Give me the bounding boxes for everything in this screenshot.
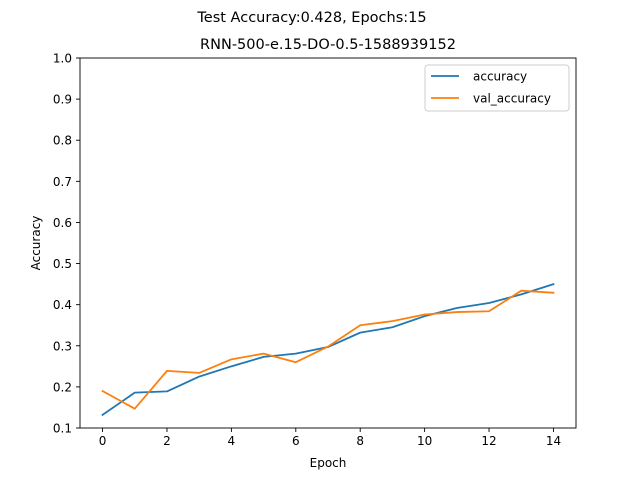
x-tick-label: 0: [99, 434, 107, 448]
x-tick-label: 10: [417, 434, 432, 448]
legend-label-accuracy: accuracy: [473, 70, 527, 84]
y-axis-label: Accuracy: [29, 216, 43, 271]
legend-box: [424, 64, 570, 112]
x-tick-label: 12: [481, 434, 496, 448]
plot-frame: [79, 57, 577, 429]
y-tick-label: 0.3: [53, 339, 72, 353]
y-tick-label: 1.0: [53, 52, 72, 66]
y-tick-label: 0.1: [53, 422, 72, 436]
x-tick-label: 8: [356, 434, 364, 448]
chart-title: RNN-500-e.15-DO-0.5-1588939152: [200, 37, 456, 53]
y-tick-label: 0.5: [53, 257, 72, 271]
x-tick-label: 14: [546, 434, 561, 448]
y-tick-label: 0.7: [53, 175, 72, 189]
figure-suptitle: Test Accuracy:0.428, Epochs:15: [196, 10, 426, 26]
x-tick-label: 2: [163, 434, 171, 448]
y-tick-label: 0.8: [53, 134, 72, 148]
y-tick-label: 0.6: [53, 216, 72, 230]
y-tick-label: 0.9: [53, 93, 72, 107]
series-line-val-accuracy: [101, 289, 555, 410]
x-axis-label: Epoch: [310, 456, 347, 470]
x-tick-label: 4: [228, 434, 236, 448]
series-line-accuracy: [101, 282, 555, 417]
y-tick-label: 0.2: [53, 380, 72, 394]
x-tick-label: 6: [292, 434, 300, 448]
y-tick-label: 0.4: [53, 298, 72, 312]
legend-label-val-accuracy: val_accuracy: [473, 92, 551, 106]
